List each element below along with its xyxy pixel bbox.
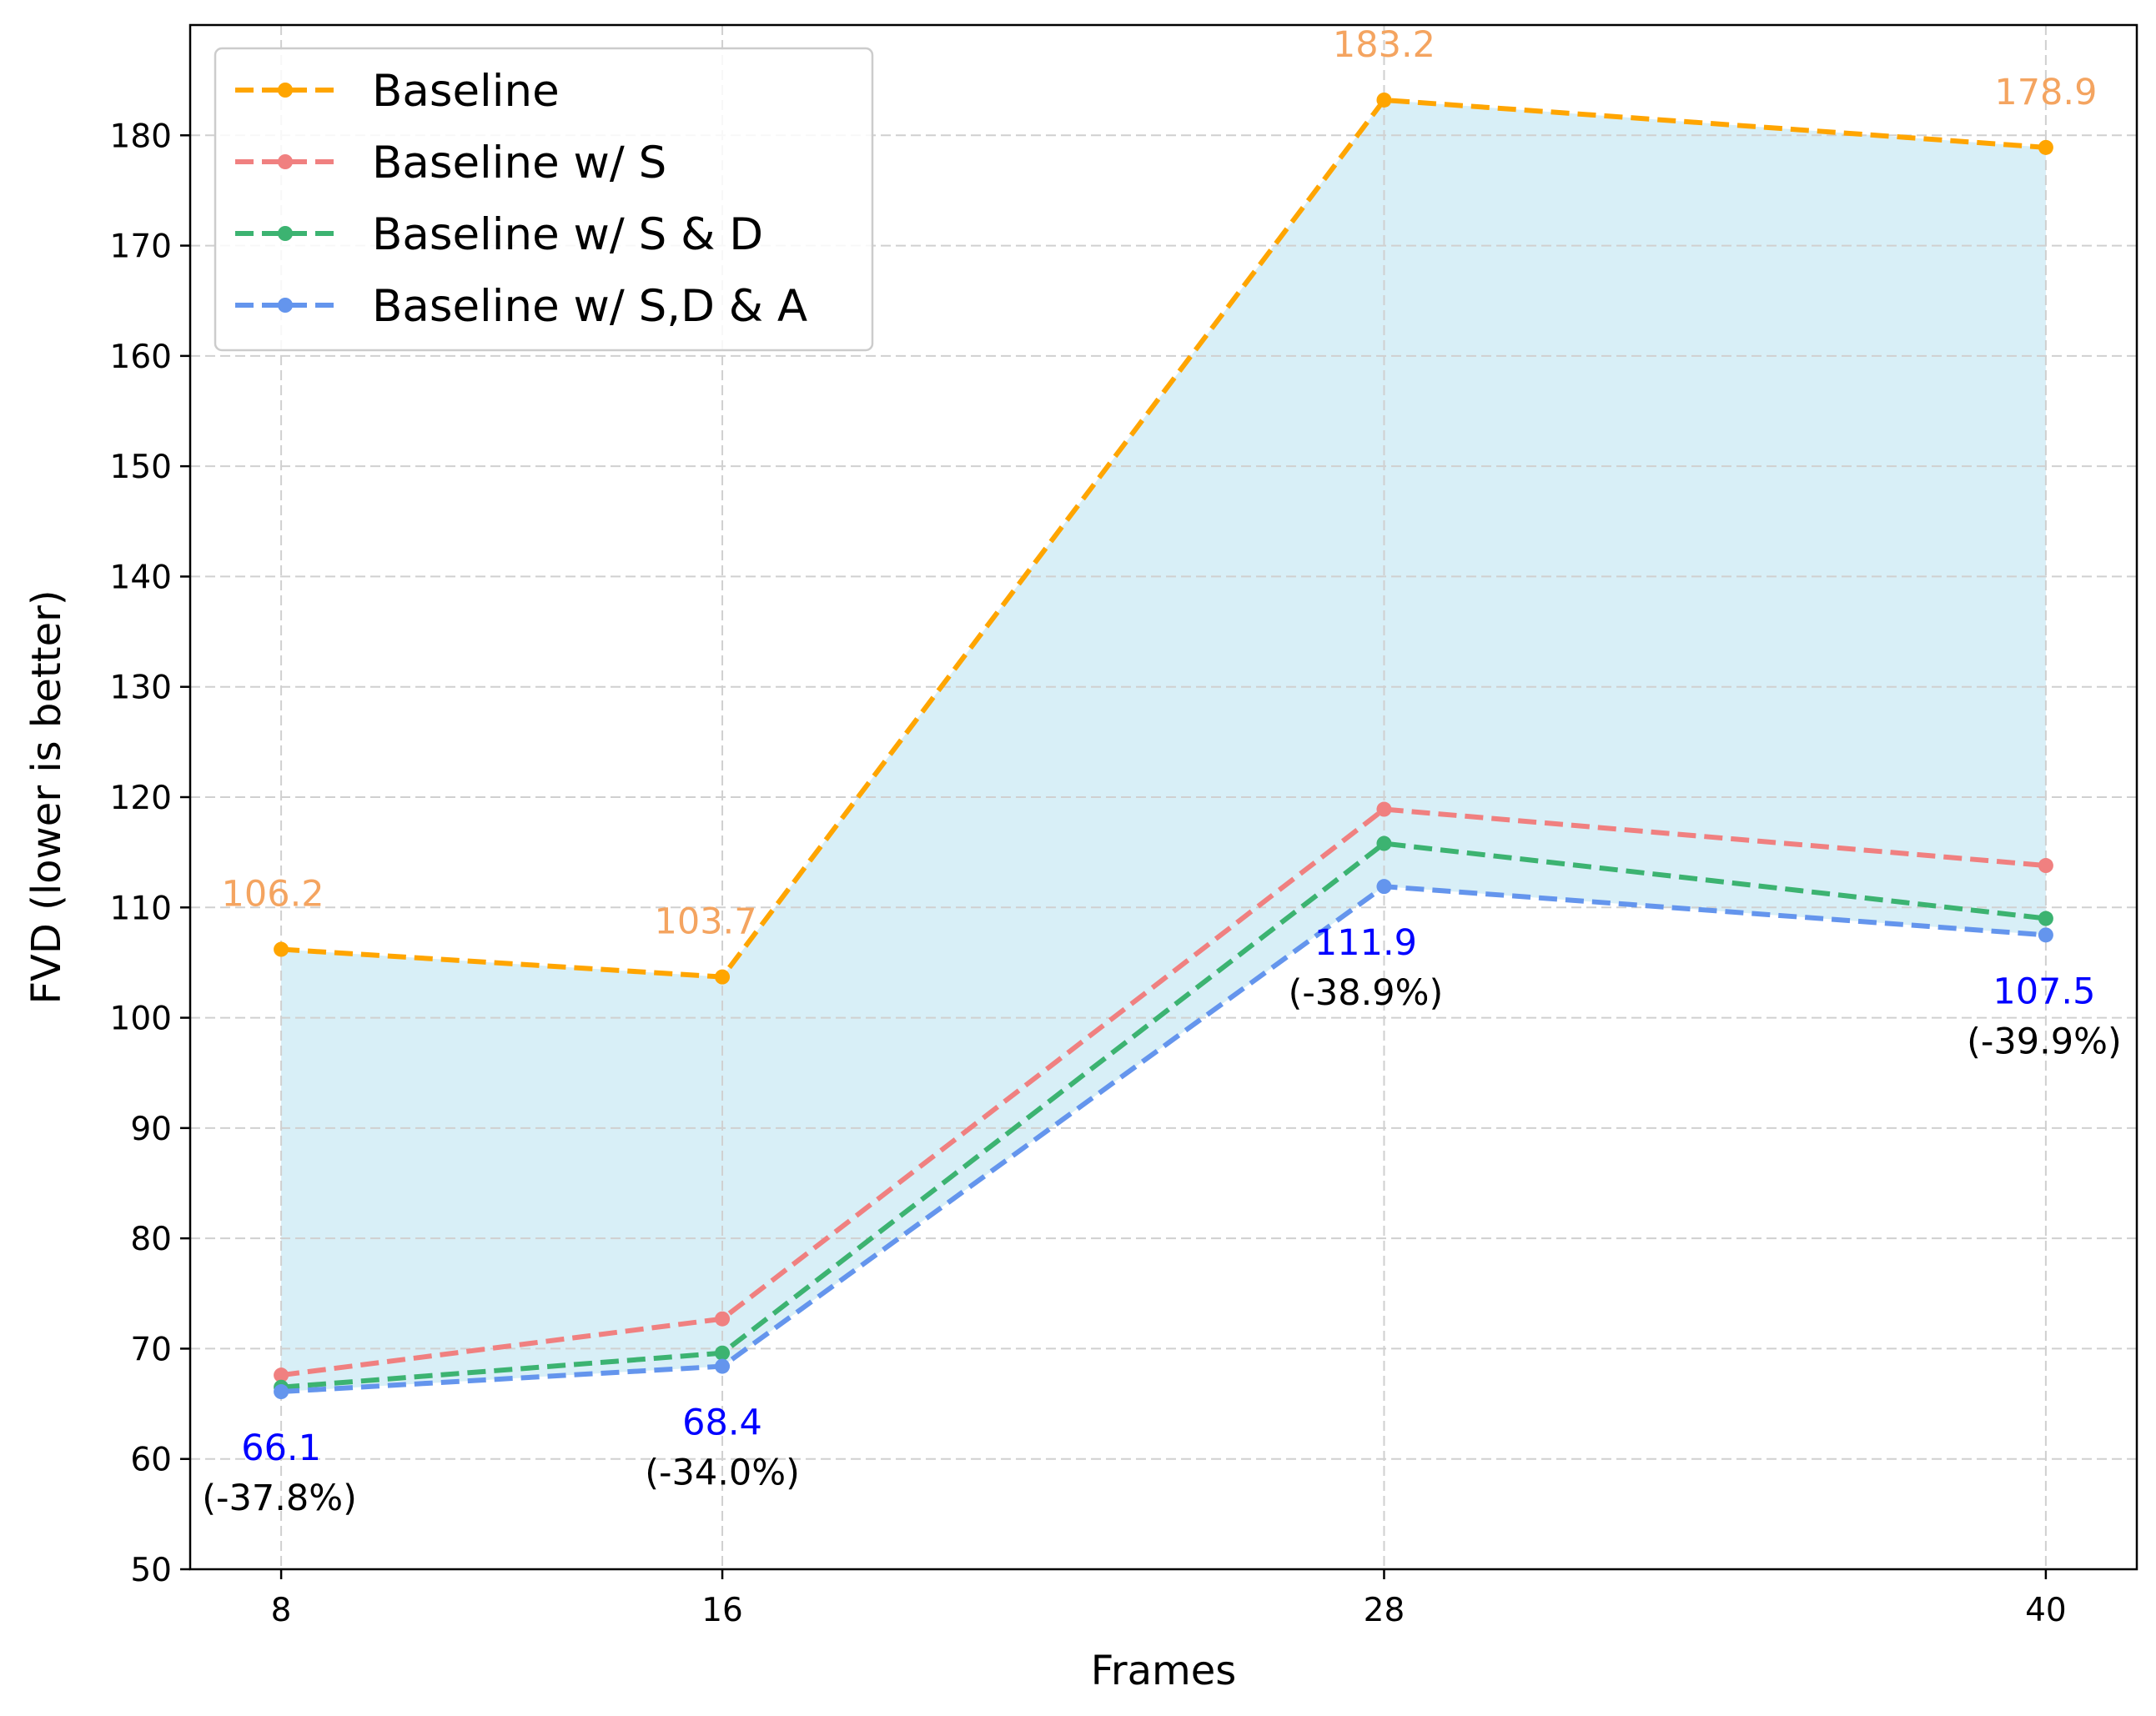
data-point: [274, 941, 289, 957]
y-axis-title: FVD (lower is better): [23, 590, 70, 1004]
data-point: [2038, 858, 2053, 874]
y-tick-label: 80: [130, 1221, 172, 1258]
best-value-label: 68.4: [682, 1402, 762, 1444]
x-tick-label: 8: [271, 1592, 292, 1629]
improvement-label: (-34.0%): [645, 1453, 800, 1494]
y-tick-label: 160: [110, 339, 172, 376]
baseline-value-label: 183.2: [1333, 24, 1435, 66]
y-tick-label: 130: [110, 670, 172, 707]
baseline-value-label: 178.9: [1994, 72, 2097, 113]
y-tick-label: 120: [110, 780, 172, 817]
data-point: [2038, 139, 2053, 155]
data-point: [1376, 801, 1392, 817]
data-point: [715, 969, 731, 985]
series-line: [280, 97, 2047, 980]
y-tick-label: 50: [130, 1552, 172, 1589]
baseline-value-label: 106.2: [222, 874, 324, 916]
series-line: [280, 884, 2047, 1395]
data-point: [2038, 911, 2053, 926]
data-point: [274, 1367, 289, 1383]
data-point: [715, 1311, 731, 1327]
y-tick-label: 140: [110, 559, 172, 596]
y-tick-label: 150: [110, 449, 172, 486]
baseline-value-label: 103.7: [654, 901, 756, 943]
x-tick-label: 40: [2025, 1592, 2067, 1629]
legend-label: Baseline: [372, 66, 560, 117]
data-point: [2038, 927, 2053, 943]
legend-label: Baseline w/ S: [372, 138, 666, 188]
y-tick-label: 90: [130, 1111, 172, 1148]
legend: Baseline Baseline w/ S Baseline w/ S & D Ba…: [214, 47, 874, 352]
improvement-label: (-39.9%): [1967, 1021, 2122, 1062]
improvement-label: (-38.9%): [1289, 972, 1444, 1014]
legend-swatch-marker: [278, 298, 293, 313]
best-value-label: 107.5: [1993, 971, 2095, 1012]
data-point: [1376, 92, 1392, 108]
legend-label: Baseline w/ S,D & A: [372, 281, 807, 332]
y-tick-label: 170: [110, 228, 172, 266]
legend-label: Baseline w/ S & D: [372, 209, 763, 260]
y-tick-label: 110: [110, 890, 172, 927]
x-tick-label: 28: [1364, 1592, 1405, 1629]
legend-swatch-marker: [278, 226, 293, 241]
data-point: [1376, 879, 1392, 895]
series-line: [280, 806, 2047, 1378]
axes: Frames FVD (lower is better) 50 60 70 80 90 1…: [23, 118, 2067, 1694]
improvement-label: (-37.8%): [202, 1478, 357, 1519]
data-point: [1376, 835, 1392, 851]
data-point: [715, 1345, 731, 1361]
data-point: [274, 1384, 289, 1400]
best-value-label: 66.1: [241, 1427, 321, 1469]
best-value-label: 111.9: [1314, 922, 1417, 964]
y-tick-label: 180: [110, 118, 172, 155]
x-axis-title: Frames: [1091, 1648, 1237, 1694]
series-line: [280, 840, 2047, 1390]
data-annotations: 106.2 66.1 (-37.8%) 103.7 68.4 (-34.0%) 183.2 1…: [202, 24, 2121, 1519]
series-lines: [274, 92, 2053, 1400]
legend-swatch-marker: [278, 83, 293, 98]
y-tick-label: 60: [130, 1442, 172, 1479]
y-tick-label: 70: [130, 1331, 172, 1368]
legend-box: [214, 47, 874, 352]
legend-swatch-marker: [278, 154, 293, 169]
x-tick-label: 16: [701, 1592, 743, 1629]
data-point: [715, 1358, 731, 1374]
y-tick-label: 100: [110, 1001, 172, 1038]
